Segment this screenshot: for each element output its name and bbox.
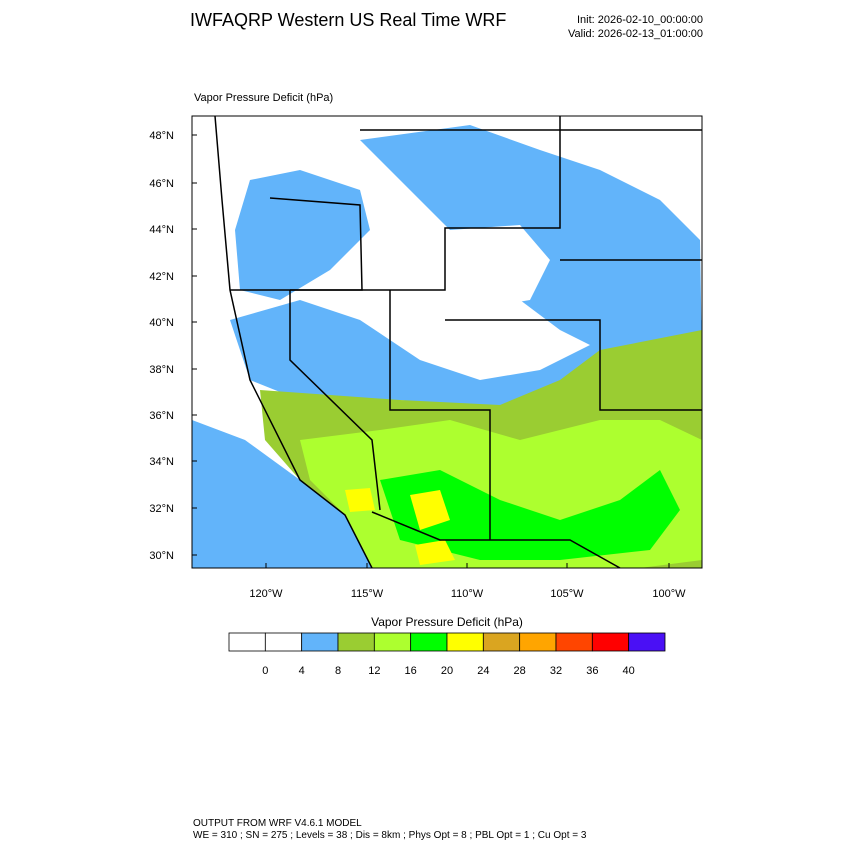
colorbar-label: 4 (299, 665, 305, 677)
colorbar-label: 24 (477, 665, 489, 677)
colorbar-box (228, 632, 266, 652)
colorbar-box (482, 632, 521, 652)
colorbar-box (410, 632, 448, 652)
colorbar-box (591, 632, 630, 652)
title: IWFAQRP Western US Real Time WRF (190, 10, 506, 30)
lat-label: 48°N (149, 130, 174, 142)
axes: 48°N 46°N 44°N 42°N 40°N 38°N 36°N 34°N 32°N 30°N… (149, 130, 686, 600)
colorbar-label: 28 (514, 665, 526, 677)
colorbar-box (628, 632, 666, 652)
lat-label: 46°N (149, 178, 174, 190)
lon-label: 100°W (652, 588, 686, 600)
coastline (214, 116, 373, 568)
lat-label: 36°N (149, 410, 174, 422)
colorbar-label: 8 (335, 665, 341, 677)
state-line (230, 116, 561, 291)
colorbar-label: 0 (262, 665, 268, 677)
state-line (389, 290, 491, 540)
lat-label: 44°N (149, 224, 174, 236)
ocean-field (192, 420, 372, 568)
yellow-field (415, 540, 455, 565)
border-mexico (371, 511, 621, 568)
map-frame (191, 115, 703, 569)
footer-line: WE = 310 ; SN = 275 ; Levels = 38 ; Dis … (193, 830, 587, 841)
colorbar-title: Vapor Pressure Deficit (hPa) (371, 615, 523, 629)
lon-label: 115°W (351, 588, 384, 600)
white-field (450, 225, 550, 310)
colorbar-box (373, 632, 412, 652)
colorbar-box (301, 632, 339, 652)
lon-label: 120°W (249, 588, 283, 600)
valid-time: Valid: 2026-02-13_01:00:00 (568, 28, 703, 40)
colorbar: 0 4 8 12 16 20 24 28 32 36 40 (228, 632, 666, 677)
lat-label: 38°N (149, 364, 174, 376)
yellow-field (410, 490, 450, 530)
colorbar-label: 36 (586, 665, 598, 677)
init-time: Init: 2026-02-10_00:00:00 (577, 14, 703, 26)
map-label: Vapor Pressure Deficit (hPa) (194, 92, 333, 104)
lon-label: 105°W (550, 588, 584, 600)
footer-line: OUTPUT FROM WRF V4.6.1 MODEL (193, 818, 362, 829)
colorbar-label: 20 (441, 665, 453, 677)
lat-label: 42°N (149, 271, 174, 283)
green-field (380, 470, 680, 560)
colorbar-box (337, 632, 375, 652)
lat-label: 40°N (149, 317, 174, 329)
colorbar-label: 12 (368, 665, 380, 677)
colorbar-box (446, 632, 484, 652)
colorbar-label: 16 (405, 665, 417, 677)
lon-label: 110°W (451, 588, 484, 600)
colorbar-label: 32 (550, 665, 562, 677)
map (192, 116, 702, 568)
state-line (289, 290, 381, 511)
yellow-field (345, 488, 375, 512)
colorbar-label: 40 (623, 665, 635, 677)
state-line (445, 319, 702, 411)
lat-label: 34°N (149, 456, 174, 468)
colorbar-box (264, 632, 303, 652)
borders (214, 116, 702, 568)
colorbar-box (555, 632, 593, 652)
colorbar-box (519, 632, 557, 652)
lat-label: 30°N (149, 550, 174, 562)
lat-label: 32°N (149, 503, 174, 515)
